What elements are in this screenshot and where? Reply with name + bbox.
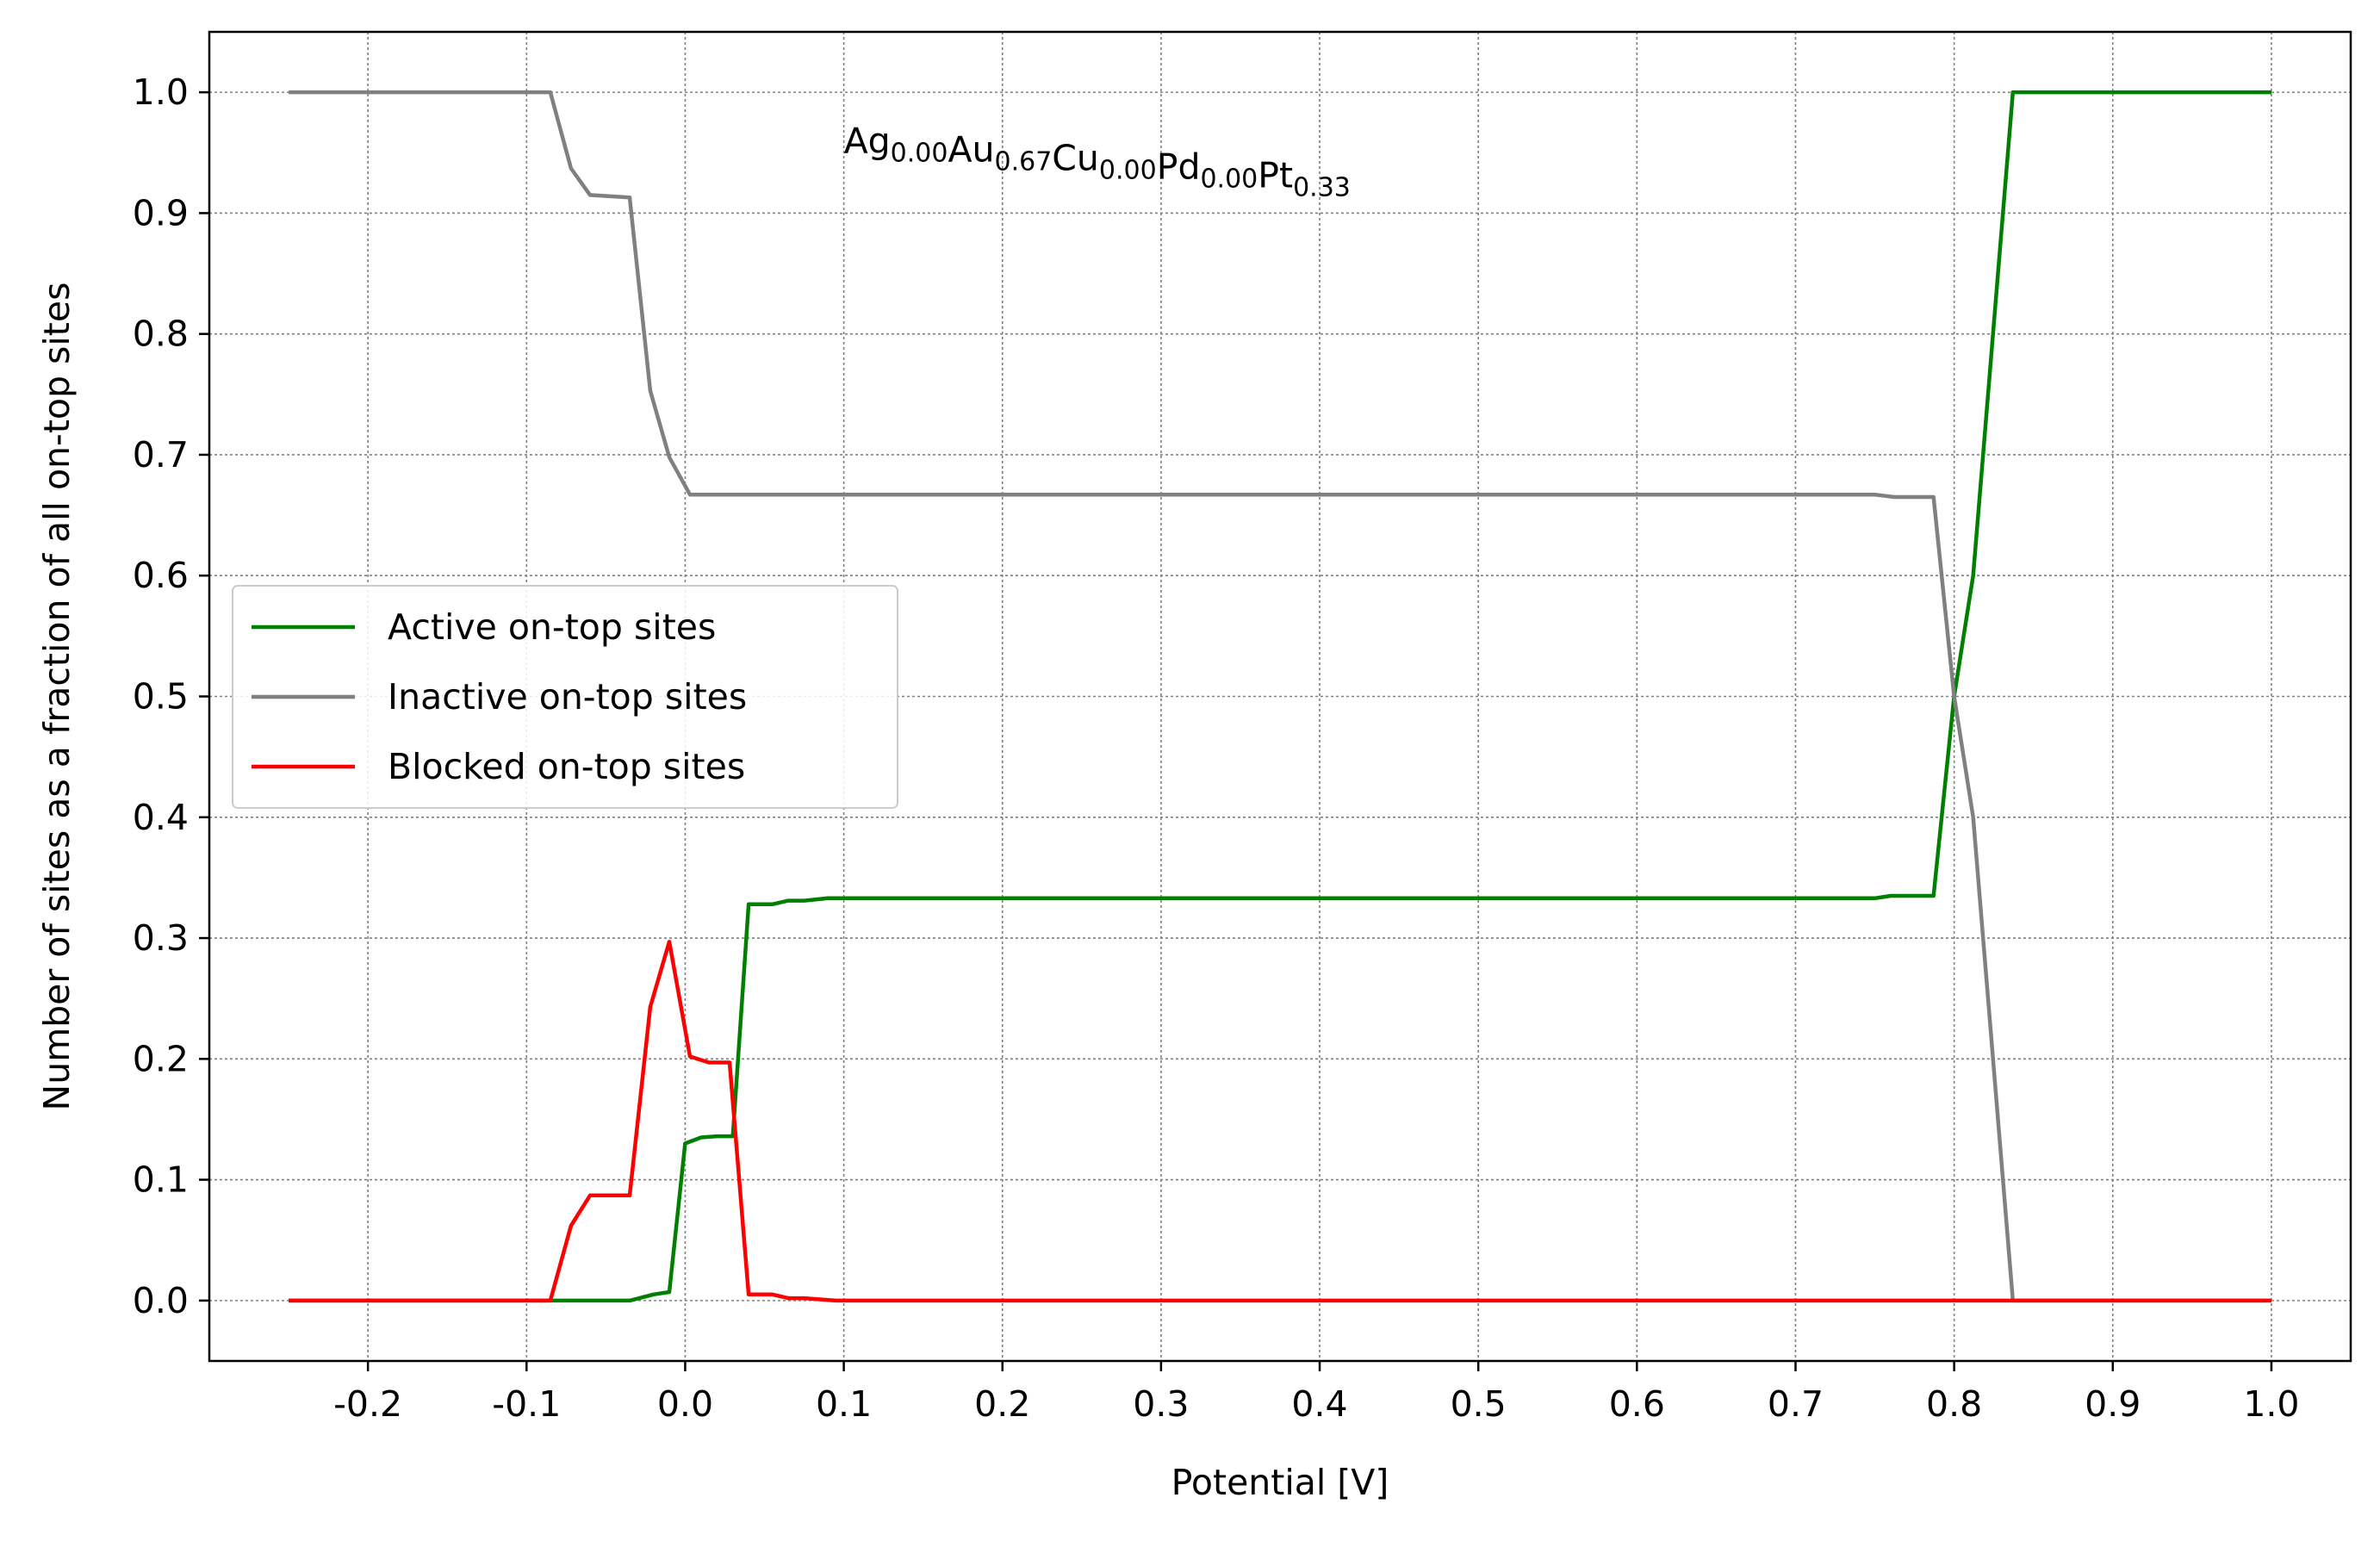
y-tick-label: 0.9 <box>133 192 189 233</box>
y-tick-label: 0.1 <box>133 1159 189 1201</box>
x-tick-label: 0.5 <box>1451 1383 1507 1425</box>
x-tick-label: 0.7 <box>1768 1383 1824 1425</box>
legend: Active on-top sites Inactive on-top sites… <box>233 586 898 808</box>
annotation-subscript: 0.33 <box>1293 172 1351 202</box>
legend-label-active-on-top-sites: Active on-top sites <box>388 606 716 648</box>
y-tick-label: 0.6 <box>133 555 189 596</box>
y-tick-label: 0.3 <box>133 917 189 959</box>
annotation-subscript: 0.00 <box>1200 164 1258 194</box>
y-tick-label: 0.8 <box>133 314 189 355</box>
y-tick-label: 0.7 <box>133 434 189 475</box>
x-tick-label: 0.9 <box>2085 1383 2141 1425</box>
annotation-element: Pd <box>1157 146 1201 187</box>
y-tick-label: 0.5 <box>133 676 189 718</box>
annotation-subscript: 0.00 <box>891 138 948 168</box>
legend-label-blocked-on-top-sites: Blocked on-top sites <box>388 746 745 787</box>
x-tick-label: 0.2 <box>974 1383 1030 1425</box>
y-tick-label: 1.0 <box>133 71 189 113</box>
x-tick-label: -0.1 <box>492 1383 561 1425</box>
x-tick-label: 0.0 <box>657 1383 713 1425</box>
x-tick-label: 0.3 <box>1133 1383 1189 1425</box>
x-tick-label: 0.1 <box>816 1383 872 1425</box>
x-tick-label: 0.8 <box>1926 1383 1982 1425</box>
x-tick-label: 0.4 <box>1291 1383 1347 1425</box>
annotation-element: Au <box>948 128 994 170</box>
legend-label-inactive-on-top-sites: Inactive on-top sites <box>388 676 747 718</box>
y-tick-label: 0.4 <box>133 797 189 838</box>
annotation-element: Ag <box>844 120 891 161</box>
x-tick-label: 0.6 <box>1609 1383 1665 1425</box>
annotation-element: Pt <box>1258 154 1293 196</box>
annotation-subscript: 0.00 <box>1099 155 1157 185</box>
annotation-element: Cu <box>1052 137 1099 178</box>
annotation-subscript: 0.67 <box>995 146 1053 177</box>
x-axis-label: Potential [V] <box>1171 1462 1389 1503</box>
x-tick-label: 1.0 <box>2243 1383 2299 1425</box>
y-axis-label: Number of sites as a fraction of all on-… <box>36 283 78 1111</box>
x-tick-label: -0.2 <box>333 1383 402 1425</box>
y-tick-label: 0.0 <box>133 1280 189 1321</box>
y-tick-label: 0.2 <box>133 1038 189 1079</box>
